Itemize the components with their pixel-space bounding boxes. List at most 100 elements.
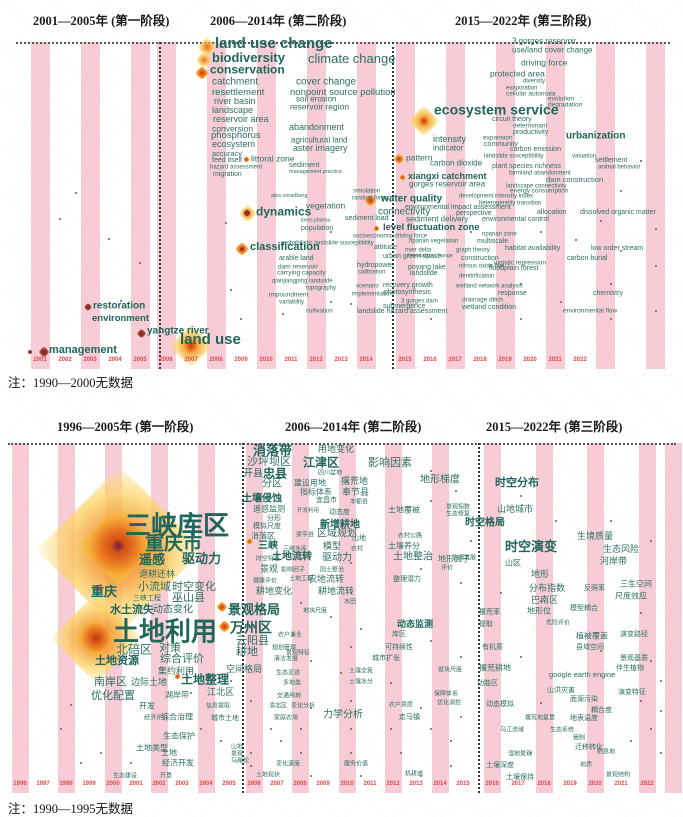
keyword-label: 地形因子 xyxy=(438,554,470,564)
keyword-node-dot xyxy=(500,592,502,594)
keyword-node-dot xyxy=(540,600,542,602)
keyword-label: cellular automata xyxy=(506,90,556,98)
keyword-label: 景观 xyxy=(231,751,244,758)
keyword-label: 优化配置 xyxy=(91,689,135,702)
year-axis-label: 2009 xyxy=(234,357,248,363)
keyword-label: 驱动力 xyxy=(182,550,222,566)
keyword-label: 动态监测 xyxy=(397,619,434,630)
keyword-label: 土地类型 xyxy=(136,743,168,753)
keyword-node-dot xyxy=(430,318,432,320)
year-axis-label: 2002 xyxy=(58,357,72,363)
keyword-label: 地块尺度 xyxy=(303,608,328,615)
keyword-label: migration xyxy=(213,171,242,179)
keyword-label: abandonment xyxy=(289,122,345,133)
year-axis-label: 2021 xyxy=(548,357,562,363)
keyword-label: land use xyxy=(180,330,241,348)
keyword-node-dot xyxy=(450,740,452,742)
keyword-label: 经济开发 xyxy=(162,758,194,768)
keyword-label: valuation xyxy=(572,153,597,160)
keyword-label: 时空特征 xyxy=(256,556,281,563)
keyword-label: 力学分析 xyxy=(323,709,363,721)
keyword-node-dot xyxy=(230,680,232,682)
keyword-label: resettlement xyxy=(212,86,265,98)
keyword-label: 植被覆盖 xyxy=(576,631,608,641)
keyword-label: protected area xyxy=(490,68,545,79)
year-axis-label: 2016 xyxy=(423,357,437,363)
keyword-label: 家庭农场 xyxy=(274,715,299,722)
keyword-label: poyang lake xyxy=(408,264,446,272)
keyword-label: nitrous oxide flux xyxy=(459,263,505,270)
keyword-label: 指标体系 xyxy=(300,487,332,497)
keyword-label: loess plateau xyxy=(301,217,331,224)
keyword-label: yangtze river xyxy=(147,325,209,337)
keyword-node-dot xyxy=(330,301,332,303)
keyword-label: 农村 xyxy=(351,546,364,553)
keyword-label: 三生空间 xyxy=(620,579,652,589)
keyword-label: determinant xyxy=(513,122,548,130)
keyword-label: indicator xyxy=(433,143,464,153)
keyword-label: accuracy xyxy=(212,148,243,158)
keyword-label: 景观指数 xyxy=(446,504,471,511)
keyword-label: topography xyxy=(306,285,337,292)
keyword-node-dot xyxy=(360,628,362,630)
year-axis-label: 2022 xyxy=(573,357,587,363)
year-axis-label: 2007 xyxy=(270,781,284,787)
keyword-label: evolution xyxy=(548,95,575,103)
keyword-label: driving force xyxy=(521,57,568,68)
keyword-label: calibration xyxy=(358,269,386,276)
keyword-label: sediment xyxy=(289,159,320,169)
keyword-label: 危险评价 xyxy=(546,620,571,627)
keyword-label: 变化速度 xyxy=(276,761,301,768)
keyword-label: 斑块尺度 xyxy=(438,667,463,674)
year-stripe xyxy=(197,443,215,793)
keyword-label: cultivation xyxy=(306,308,333,315)
keyword-label: 整理潜力 xyxy=(393,576,421,584)
keyword-node-dot xyxy=(75,192,77,194)
stage-divider xyxy=(478,443,480,793)
keyword-node-dot xyxy=(200,728,202,730)
keyword-label: alps vorarlberg xyxy=(271,192,308,199)
keyword-label: 土地整理 xyxy=(181,672,230,687)
keyword-label: 管制 xyxy=(573,735,586,742)
keyword-label: 三峡库区 xyxy=(125,510,230,541)
keyword-node-dot xyxy=(70,704,72,706)
keyword-label: 退耕还林 xyxy=(139,569,176,580)
keyword-node-dot xyxy=(360,775,362,777)
keyword-label: 有机质 xyxy=(482,644,503,652)
keyword-label: 生态风险 xyxy=(603,544,640,555)
keyword-node-dot xyxy=(220,740,222,742)
keyword-node-dot xyxy=(455,490,457,492)
keyword-label: 重庆市 xyxy=(145,533,203,555)
keyword-label: 集约利用 xyxy=(158,666,195,677)
keyword-label: 变化分析 xyxy=(291,703,316,710)
keyword-label: 巫山县 xyxy=(172,591,205,604)
keyword-label: classification xyxy=(250,240,320,253)
year-axis-label: 2005 xyxy=(222,781,236,787)
keyword-node-dot xyxy=(400,752,402,754)
keyword-label: 万州区 xyxy=(230,619,272,636)
year-axis-label: 2009 xyxy=(316,781,330,787)
keyword-label: farmland abandonment xyxy=(509,170,571,177)
year-axis-label: 2010 xyxy=(340,781,354,787)
keyword-node-dot xyxy=(310,775,312,777)
keyword-label: 湖岸带 xyxy=(165,690,189,700)
keyword-label: urban green space xyxy=(383,253,442,261)
keyword-label: 城市土地 xyxy=(211,715,239,723)
keyword-label: 土壤水分 xyxy=(349,679,374,686)
keyword-label: 开县 xyxy=(243,468,263,480)
keyword-label: graph theory xyxy=(456,247,490,254)
keyword-node-dot xyxy=(610,283,612,285)
keyword-label: 时空格局 xyxy=(465,517,505,529)
keyword-node-dot xyxy=(520,318,522,320)
keyword-label: variability xyxy=(279,299,305,306)
keyword-label: 城市扩张 xyxy=(372,655,400,663)
year-axis-label: 2006 xyxy=(247,781,261,787)
keyword-label: 撂荒耕地 xyxy=(479,663,511,673)
keyword-label: 土地现状 xyxy=(256,772,281,779)
year-axis-label: 2000 xyxy=(106,781,120,787)
keyword-node-dot xyxy=(430,728,432,730)
stage-header-2: 2006—2014年 (第二阶段) xyxy=(210,14,347,28)
keyword-label: 土壤保持 xyxy=(506,774,534,782)
keyword-label: 土壤深度 xyxy=(486,762,514,770)
keyword-label: 土地工程 xyxy=(289,576,314,583)
